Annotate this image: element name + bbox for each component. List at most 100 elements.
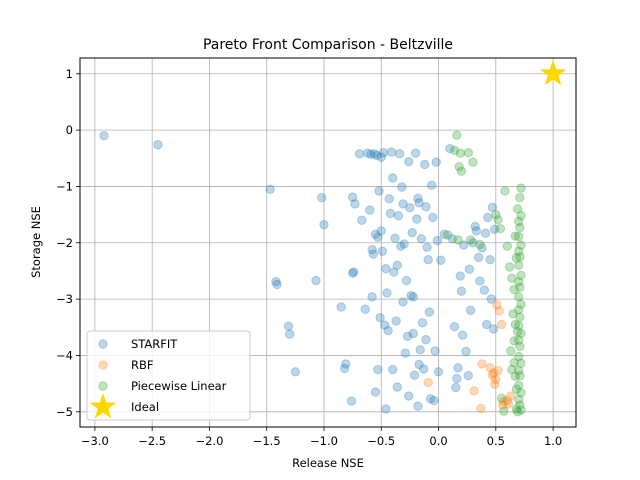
starfit-point	[421, 202, 431, 212]
starfit-point	[393, 211, 404, 221]
starfit-point	[384, 194, 394, 204]
starfit-point	[407, 227, 417, 238]
starfit-point	[367, 244, 377, 255]
starfit-point	[376, 152, 386, 162]
starfit-point	[357, 215, 367, 225]
piecewise-linear-point	[516, 240, 526, 250]
x-tick-label: −1.0	[310, 434, 338, 448]
rbf-point	[487, 370, 498, 380]
starfit-point	[385, 208, 396, 219]
starfit-point	[394, 149, 405, 159]
rbf-point	[423, 377, 433, 388]
piecewise-linear-point	[453, 235, 463, 245]
starfit-point	[471, 226, 482, 236]
starfit-point	[485, 254, 495, 265]
starfit-point	[360, 304, 370, 314]
piecewise-linear-point	[511, 253, 522, 263]
starfit-point	[408, 292, 419, 302]
starfit-point	[99, 131, 109, 141]
starfit-point	[380, 320, 390, 330]
x-tick-label: 1.0	[544, 434, 562, 448]
rbf-point	[491, 374, 501, 385]
piecewise-linear-point	[499, 406, 509, 416]
piecewise-linear-point	[449, 145, 460, 156]
starfit-point	[449, 322, 460, 332]
starfit-point	[367, 292, 377, 302]
starfit-point	[413, 401, 423, 411]
rbf-point	[492, 300, 502, 310]
starfit-point	[456, 286, 467, 296]
starfit-point	[350, 199, 360, 209]
piecewise-linear-point	[514, 292, 524, 302]
rbf-point	[488, 368, 499, 378]
piecewise-linear-point	[510, 231, 520, 241]
piecewise-linear-point	[515, 400, 525, 410]
legend-label-piecewise-linear: Piecewise Linear	[131, 379, 227, 393]
piecewise-linear-point	[516, 387, 526, 398]
starfit-point	[430, 346, 440, 356]
x-tick-label: −0.5	[367, 434, 395, 448]
ideal-point	[539, 59, 567, 86]
piecewise-linear-point	[516, 270, 526, 281]
legend-label-starfit: STARFIT	[131, 337, 178, 351]
starfit-point	[398, 199, 408, 209]
starfit-point	[422, 242, 432, 252]
grid-lines	[80, 58, 576, 427]
starfit-point	[457, 330, 468, 340]
starfit-point	[398, 297, 408, 307]
starfit-point	[388, 173, 398, 183]
piecewise-linear-point	[465, 235, 476, 245]
starfit-point	[424, 307, 435, 317]
starfit-point	[346, 396, 357, 406]
starfit-point	[483, 212, 493, 223]
starfit-point	[373, 364, 383, 375]
starfit-point	[473, 252, 484, 263]
x-tick-label: 0.5	[487, 434, 505, 448]
starfit-point	[370, 229, 381, 240]
piecewise-linear-point	[514, 231, 524, 242]
piecewise-linear-point	[504, 262, 515, 272]
starfit-point	[426, 180, 437, 191]
piecewise-linear-point	[514, 351, 524, 362]
piecewise-linear-point	[514, 380, 524, 391]
starfit-point	[381, 404, 391, 414]
starfit-point	[439, 229, 449, 240]
piecewise-linear-point	[514, 394, 524, 405]
rbf-point	[489, 379, 500, 389]
starfit-point	[447, 234, 457, 244]
starfit-point	[415, 345, 425, 355]
starfit-point	[153, 140, 163, 150]
piecewise-linear-point	[507, 364, 517, 375]
starfit-point	[316, 193, 327, 203]
starfit-point	[487, 202, 498, 212]
y-tick-label: 1	[66, 67, 73, 81]
legend-label-rbf: RBF	[131, 358, 154, 372]
x-tick-label: −2.5	[138, 434, 166, 448]
starfit-point	[486, 294, 496, 304]
starfit-point	[389, 267, 399, 277]
starfit-point	[272, 279, 282, 290]
piecewise-linear-point	[515, 312, 525, 322]
starfit-point	[417, 318, 428, 328]
rbf-point	[493, 365, 503, 376]
starfit-point	[429, 395, 439, 406]
piecewise-linear-point	[452, 130, 462, 140]
starfit-point	[375, 313, 385, 323]
rbf-point	[497, 400, 508, 410]
rbf-point	[506, 391, 516, 401]
starfit-point	[371, 150, 382, 161]
starfit-point	[283, 321, 294, 331]
starfit-point	[401, 275, 412, 286]
y-tick-label: −1	[56, 179, 73, 193]
starfit-point	[477, 243, 487, 253]
piecewise-linear-point	[509, 358, 519, 368]
starfit-point	[420, 159, 430, 170]
x-tick-label: 0.0	[429, 434, 447, 448]
starfit-point	[354, 149, 365, 159]
starfit-point	[319, 220, 329, 230]
piecewise-linear-point	[515, 341, 525, 352]
piecewise-linear-point	[514, 335, 524, 345]
starfit-point	[339, 363, 350, 374]
starfit-point	[405, 203, 415, 213]
piecewise-linear-point	[491, 209, 501, 220]
